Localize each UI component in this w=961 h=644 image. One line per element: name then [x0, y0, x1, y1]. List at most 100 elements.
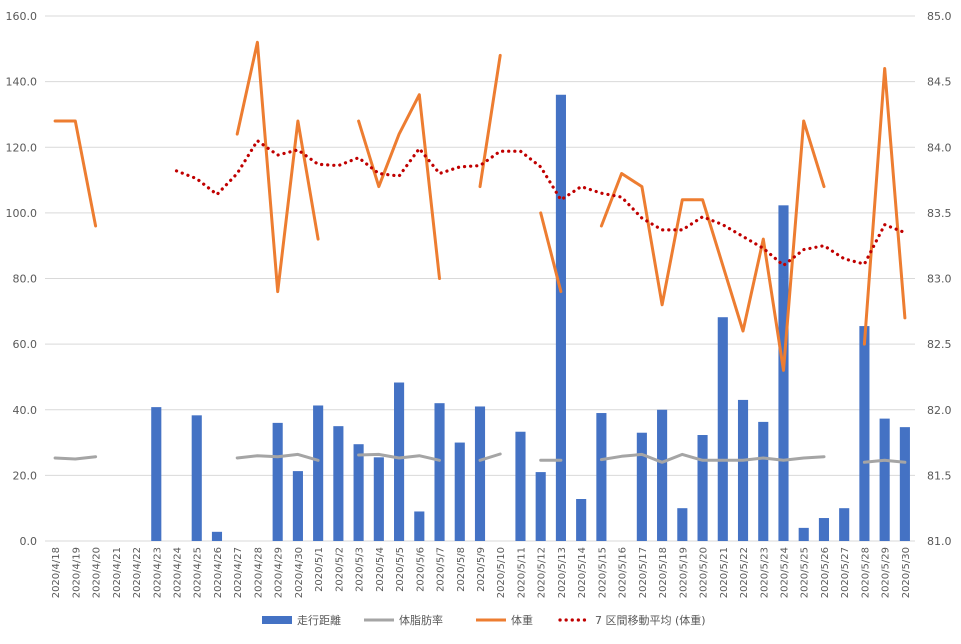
- bar: [535, 472, 546, 541]
- left-tick-label: 0.0: [20, 535, 38, 548]
- bar: [414, 511, 425, 541]
- right-axis-tick-labels: 81.0 81.5 82.0 82.5 83.0 83.5 84.0 84.5 85.0: [927, 10, 952, 548]
- x-tick-label: 2020/5/8: [456, 547, 467, 592]
- left-tick-label: 160.0: [6, 10, 38, 23]
- left-tick-label: 20.0: [13, 469, 38, 482]
- x-tick-label: 2020/4/30: [294, 547, 305, 598]
- series-line: [53, 119, 98, 228]
- legend-label: 7 区間移動平均 (体重): [595, 613, 706, 627]
- bar: [353, 444, 364, 541]
- bar: [778, 205, 789, 541]
- series-line: [235, 40, 320, 294]
- legend-label: 体脂肪率: [399, 613, 443, 627]
- series-line: [357, 93, 441, 280]
- x-tick-label: 2020/5/9: [476, 547, 487, 592]
- legend-label: 走行距離: [297, 613, 341, 627]
- x-tick-label: 2020/5/27: [840, 547, 851, 598]
- right-tick-label: 82.5: [927, 338, 952, 351]
- x-tick-label: 2020/4/26: [213, 547, 224, 598]
- bar: [151, 407, 162, 541]
- moving-average-line: [174, 138, 907, 268]
- legend: 走行距離 体脂肪率 体重 7 区間移動平均 (体重): [262, 613, 706, 627]
- right-tick-label: 83.5: [927, 207, 952, 220]
- x-tick-label: 2020/4/24: [173, 547, 184, 598]
- bar: [333, 426, 344, 541]
- x-tick-label: 2020/5/26: [820, 547, 831, 598]
- bar: [474, 406, 486, 541]
- right-tick-label: 81.0: [927, 535, 952, 548]
- series-line: [478, 53, 502, 189]
- x-tick-label: 2020/5/12: [537, 547, 548, 598]
- bar: [758, 421, 769, 541]
- bar: [394, 382, 405, 541]
- series-line: [862, 458, 907, 464]
- x-tick-label: 2020/4/28: [253, 547, 264, 598]
- x-tick-label: 2020/5/13: [557, 547, 568, 598]
- bar: [373, 457, 384, 541]
- x-tick-label: 2020/5/15: [597, 547, 608, 598]
- x-tick-label: 2020/5/5: [395, 547, 406, 592]
- left-tick-label: 60.0: [13, 338, 38, 351]
- legend-swatch: [262, 616, 292, 624]
- x-tick-label: 2020/5/1: [314, 547, 325, 592]
- x-tick-label: 2020/4/27: [233, 547, 244, 598]
- series-lines: [53, 40, 907, 464]
- left-tick-label: 120.0: [6, 141, 38, 154]
- right-tick-label: 84.5: [927, 76, 952, 89]
- x-tick-label: 2020/5/6: [415, 547, 426, 592]
- x-tick-label: 2020/5/19: [678, 547, 689, 598]
- series-line: [235, 452, 320, 462]
- series-line: [357, 452, 441, 462]
- series-line: [478, 452, 502, 462]
- bar: [576, 499, 587, 541]
- bar: [879, 418, 890, 541]
- x-tick-label: 2020/5/11: [516, 547, 527, 598]
- left-tick-label: 100.0: [6, 207, 38, 220]
- x-tick-label: 2020/5/29: [881, 547, 892, 598]
- x-axis-tick-labels: 2020/4/18 2020/4/19 2020/4/20 2020/4/21 2020…: [51, 547, 912, 598]
- bar: [899, 427, 910, 541]
- series-line: [539, 211, 563, 294]
- bar: [818, 518, 830, 541]
- bar: [636, 432, 647, 541]
- bar: [454, 442, 465, 541]
- x-tick-label: 2020/4/29: [274, 547, 285, 598]
- x-tick-label: 2020/5/18: [658, 547, 669, 598]
- legend-label: 体重: [511, 613, 533, 627]
- series-line: [599, 452, 826, 464]
- x-tick-label: 2020/5/2: [334, 547, 345, 592]
- x-tick-label: 2020/4/19: [71, 547, 82, 598]
- x-tick-label: 2020/5/28: [860, 547, 871, 598]
- right-tick-label: 84.0: [927, 141, 952, 154]
- x-tick-label: 2020/4/21: [112, 547, 123, 598]
- bar: [596, 413, 607, 541]
- left-tick-label: 40.0: [13, 404, 38, 417]
- left-tick-label: 80.0: [13, 273, 38, 286]
- x-tick-label: 2020/5/14: [577, 547, 588, 598]
- bar: [555, 94, 566, 541]
- left-axis-tick-labels: 0.0 20.0 40.0 60.0 80.0 100.0 120.0 140.0 160.0: [6, 10, 38, 548]
- bar: [737, 399, 749, 541]
- bar: [677, 508, 688, 541]
- bar: [798, 527, 809, 541]
- x-tick-label: 2020/5/17: [638, 547, 649, 598]
- x-tick-label: 2020/4/25: [193, 547, 204, 598]
- x-tick-label: 2020/5/24: [779, 547, 790, 598]
- bar: [211, 531, 223, 541]
- right-tick-label: 81.5: [927, 469, 952, 482]
- right-tick-label: 83.0: [927, 273, 952, 286]
- bar: [697, 435, 708, 541]
- x-tick-label: 2020/5/30: [901, 547, 912, 598]
- bar: [191, 415, 202, 541]
- series-line: [862, 67, 907, 346]
- x-tick-label: 2020/4/23: [152, 547, 163, 598]
- bar: [434, 403, 445, 541]
- left-tick-label: 140.0: [6, 76, 38, 89]
- x-tick-label: 2020/4/22: [132, 547, 143, 598]
- bar: [859, 326, 870, 541]
- distance-bars: [151, 94, 910, 541]
- series-line: [599, 119, 826, 372]
- bar: [515, 431, 526, 541]
- x-tick-label: 2020/5/4: [375, 547, 386, 592]
